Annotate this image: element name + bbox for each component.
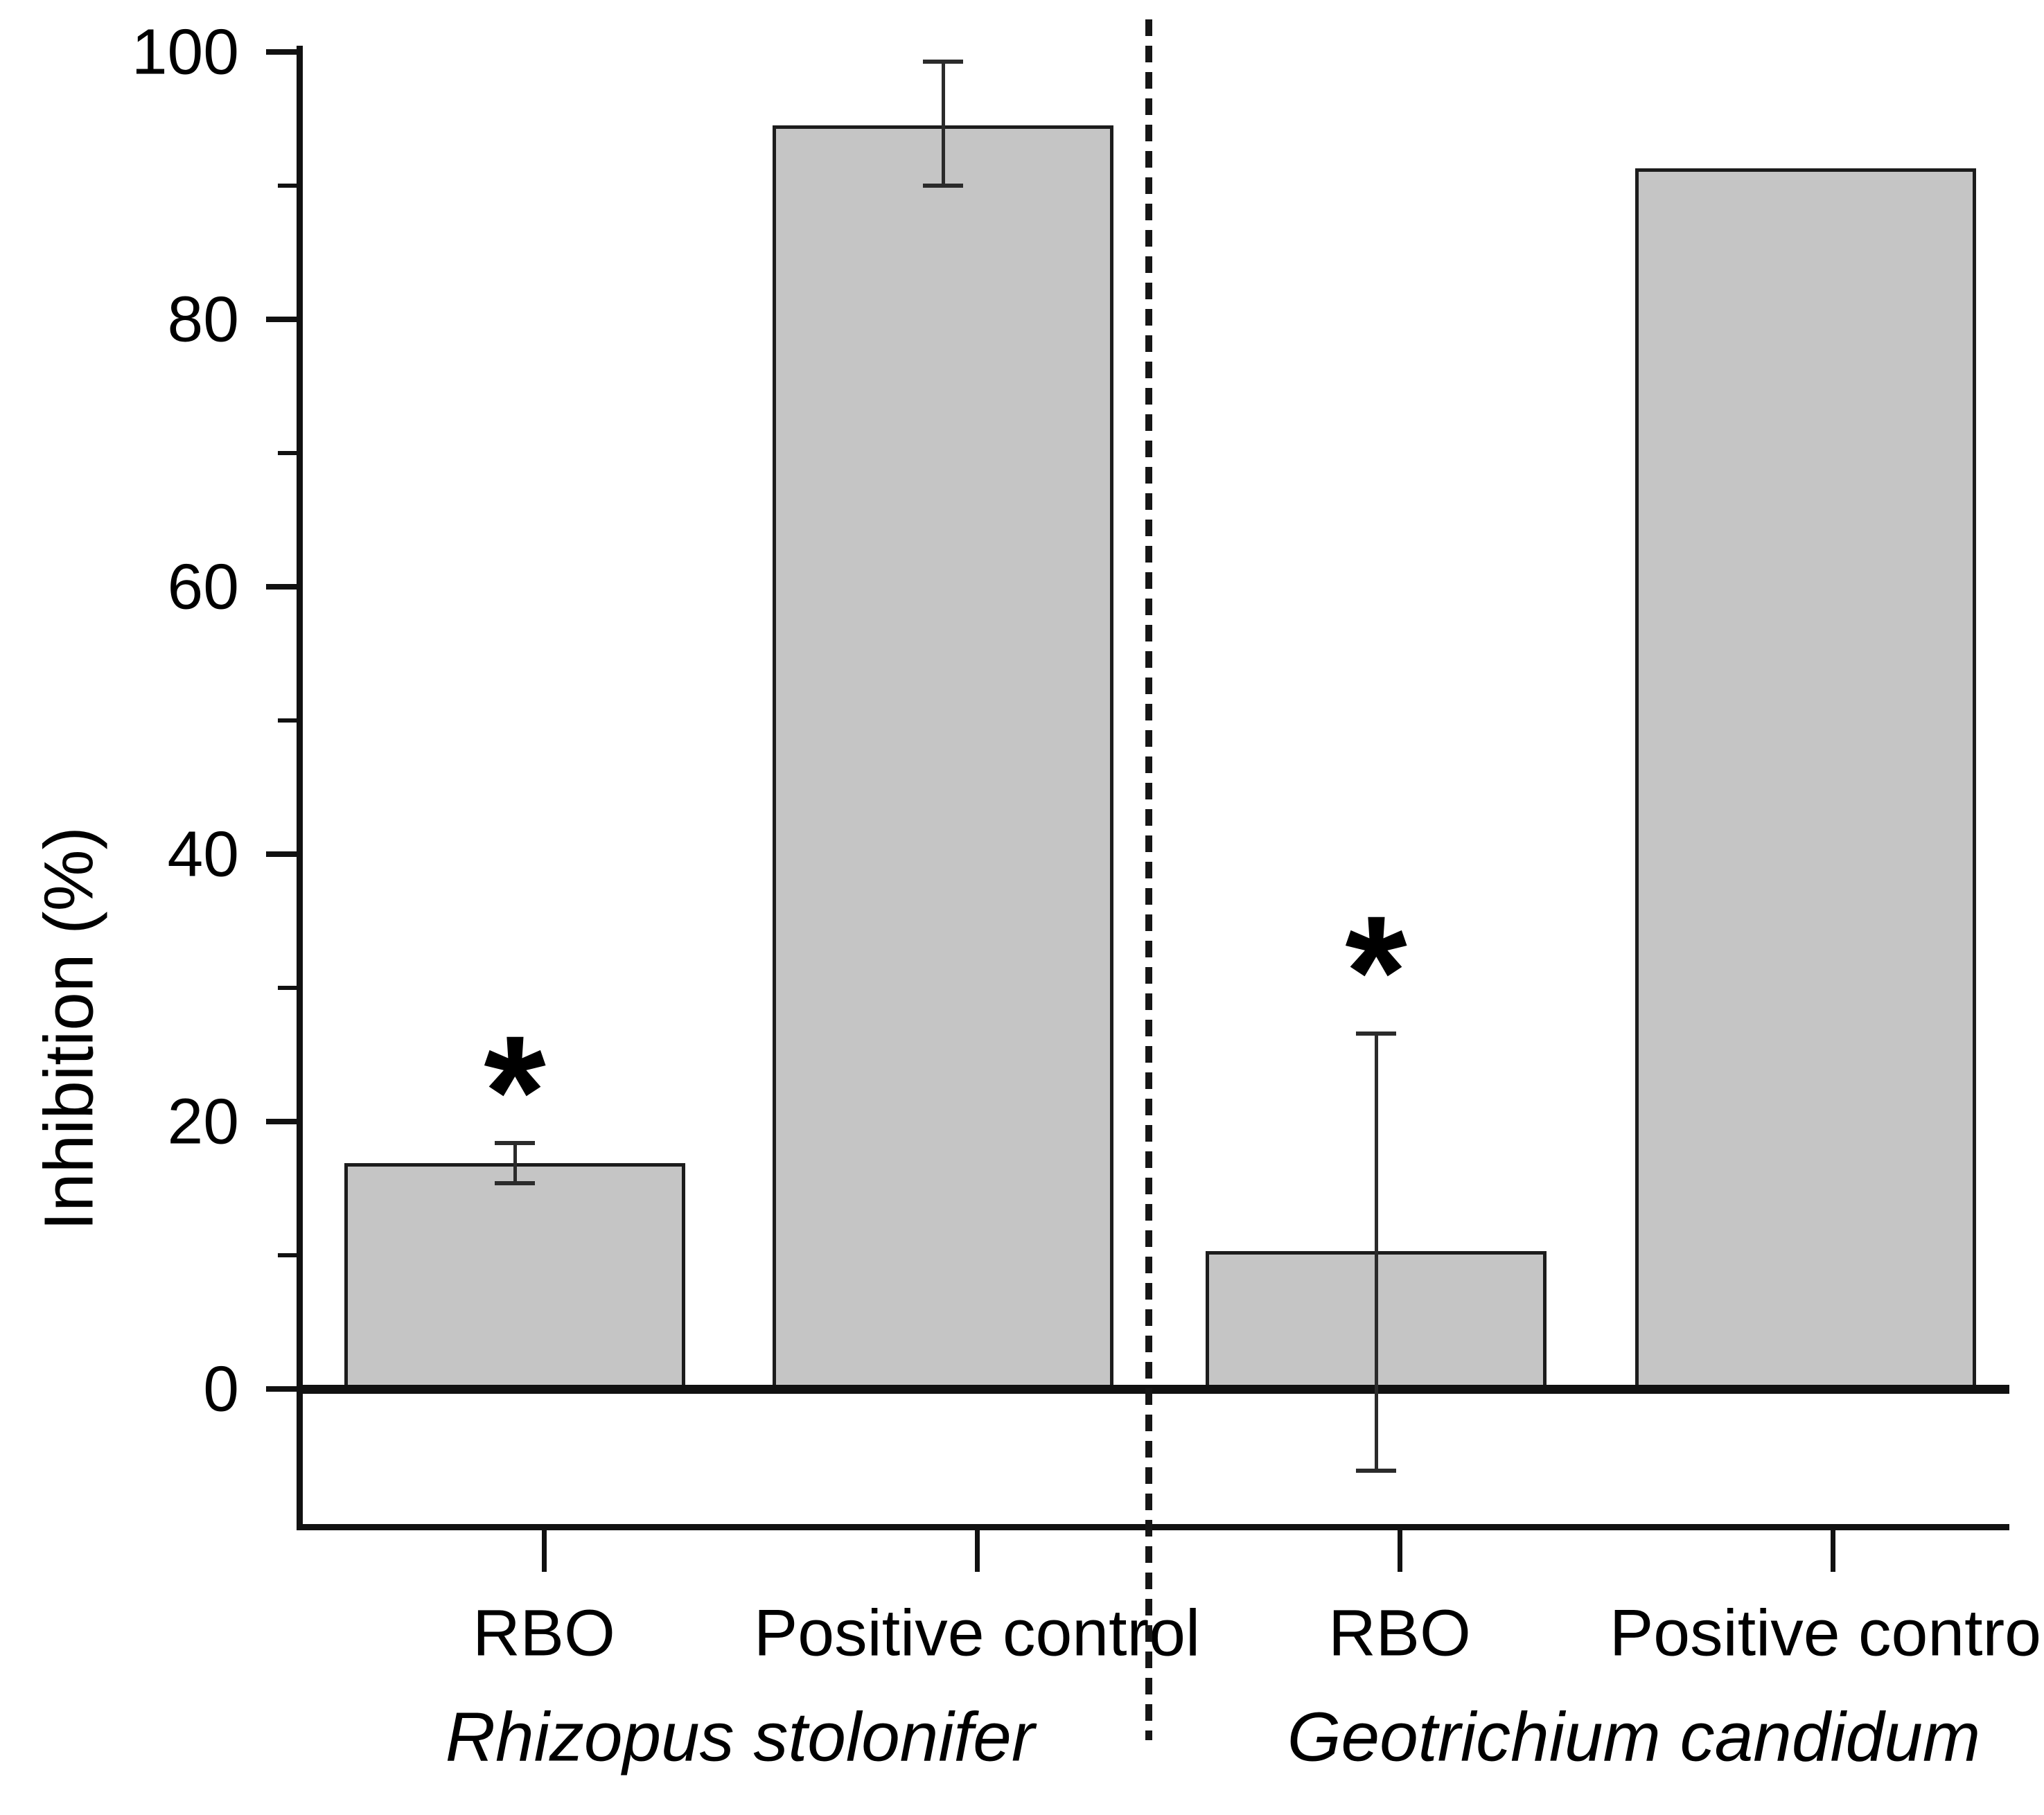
y-tick-minor	[278, 451, 297, 455]
y-tick-label: 0	[203, 1352, 239, 1425]
x-axis-frame	[297, 1524, 2009, 1530]
error-bar	[941, 61, 945, 186]
y-tick-major	[266, 1119, 297, 1124]
y-tick-major	[266, 317, 297, 322]
y-tick-minor	[278, 1253, 297, 1257]
bar-label: Positive control	[1609, 1596, 2044, 1670]
y-tick-major	[266, 851, 297, 857]
bar-label: RBO	[473, 1596, 615, 1670]
y-tick-minor	[278, 718, 297, 723]
bar-rbo	[344, 1162, 685, 1393]
error-cap-bottom	[923, 184, 963, 188]
x-tick	[541, 1530, 547, 1572]
error-bar	[513, 1142, 517, 1183]
bar-label: RBO	[1328, 1596, 1471, 1670]
error-bar	[1374, 1033, 1378, 1471]
error-cap-bottom	[1356, 1468, 1396, 1473]
y-tick-label: 40	[167, 817, 239, 890]
bar-label: Positive control	[753, 1596, 1201, 1670]
group-label: Rhizopus stolonifer	[445, 1698, 1035, 1776]
y-tick-major	[266, 49, 297, 55]
y-tick-label: 60	[167, 550, 239, 623]
x-tick	[974, 1530, 980, 1572]
y-tick-label: 20	[167, 1085, 239, 1158]
y-tick-major	[266, 584, 297, 590]
y-axis-title: Inhibition (%)	[30, 826, 108, 1231]
y-tick-major	[266, 1386, 297, 1392]
y-tick-label: 100	[131, 15, 239, 88]
error-cap-top	[1356, 1031, 1396, 1036]
separator-dashed-line	[1145, 19, 1152, 1740]
error-cap-top	[495, 1140, 535, 1145]
x-tick	[1830, 1530, 1835, 1572]
y-axis-line	[297, 46, 303, 1527]
bar-positive-control	[1635, 168, 1976, 1393]
y-tick-minor	[278, 184, 297, 188]
zero-baseline	[297, 1384, 2009, 1394]
y-tick-minor	[278, 986, 297, 990]
bar-positive-control	[773, 125, 1113, 1393]
significance-asterisk: *	[1345, 882, 1407, 1061]
error-cap-top	[923, 59, 963, 64]
significance-asterisk: *	[484, 1002, 546, 1181]
group-label: Geotrichium candidum	[1287, 1698, 1981, 1776]
error-cap-bottom	[495, 1180, 535, 1185]
x-tick	[1397, 1530, 1402, 1572]
y-tick-label: 80	[167, 283, 239, 355]
